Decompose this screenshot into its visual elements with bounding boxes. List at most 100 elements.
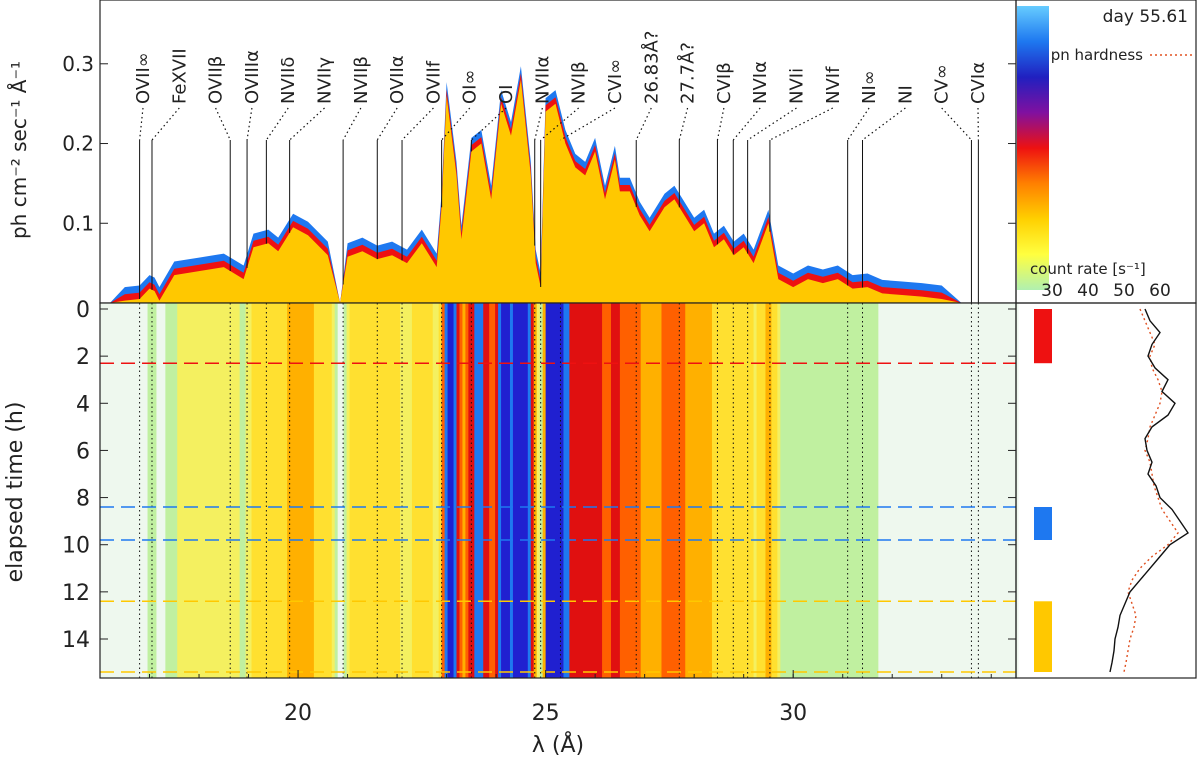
dynamic-column [159, 303, 163, 678]
dynamic-column [605, 303, 609, 678]
dynamic-column [123, 303, 128, 678]
colorbar-tick-label: 30 [1041, 281, 1063, 301]
spectrum-panel: OVII∞ FeXVII OVIIβ OVIIIα NVIIδ NVIIγ NVIIβ OVI… [7, 0, 1017, 304]
dynamic-column [881, 303, 885, 678]
dynamic-column [890, 303, 894, 678]
dynamic-column [281, 303, 285, 678]
line-label: NVIIδ [278, 57, 299, 104]
dynamic-column [872, 303, 876, 678]
dynamic-column [254, 303, 259, 678]
line-leader [342, 107, 362, 141]
dynamic-column [750, 303, 755, 678]
dynamic-column [836, 303, 841, 678]
dynamic-column [602, 303, 606, 678]
x-tick-label: 25 [532, 701, 560, 726]
dynamic-column [649, 303, 654, 678]
time-tick-label: 4 [76, 392, 90, 417]
line-leader [716, 107, 725, 141]
dynamic-column [483, 303, 487, 678]
x-tick-label: 30 [779, 701, 807, 726]
dynamic-column [492, 303, 496, 678]
dynamic-column [771, 303, 775, 678]
line-label: NVIIγ [315, 57, 336, 104]
dynamic-column [105, 303, 110, 678]
dynamic-column [682, 303, 686, 678]
dynamic-column [988, 303, 992, 678]
dynamic-column [471, 303, 475, 678]
dynamic-column [432, 303, 437, 678]
dynamic-column [245, 303, 250, 678]
colorbar-tick-label: 40 [1077, 281, 1099, 301]
dynamic-column [958, 303, 963, 678]
dynamic-column [551, 303, 556, 678]
line-label: NVIf [823, 66, 844, 104]
dynamic-column [468, 303, 472, 678]
dynamic-column [804, 303, 808, 678]
dynamic-column [156, 303, 161, 678]
dynamic-column [498, 303, 502, 678]
dynamic-column [316, 303, 321, 678]
dynamic-column [287, 303, 291, 678]
dynamic-column [450, 303, 455, 678]
dynamic-column [545, 303, 550, 678]
dynamic-column [337, 303, 342, 678]
dynamic-column [706, 303, 710, 678]
dynamic-column [114, 303, 119, 678]
dynamic-column [477, 303, 481, 678]
dynamic-column [694, 303, 698, 678]
dynamic-column [150, 303, 155, 678]
line-leader [862, 107, 906, 141]
dynamic-column [902, 303, 906, 678]
dynamic-column [720, 303, 725, 678]
dynamic-column [1006, 303, 1010, 678]
lightcurve-frame [1015, 302, 1197, 679]
dynamic-column [824, 303, 829, 678]
dynamic-column [349, 303, 354, 678]
dynamic-column [212, 303, 217, 678]
dynamic-column [129, 303, 134, 678]
dynamic-column [905, 303, 909, 678]
dynamic-column [548, 303, 553, 678]
dynamic-column [866, 303, 871, 678]
dynamic-column [937, 303, 942, 678]
dynamic-column [747, 303, 752, 678]
line-leader [747, 107, 797, 141]
dynamic-column [239, 303, 244, 678]
colorbar-gradient [1017, 6, 1049, 290]
dynamic-column [459, 303, 464, 678]
dynamic-column [343, 303, 348, 678]
dynamic-column [426, 303, 431, 678]
dynamic-column [515, 303, 520, 678]
dynamic-column [135, 303, 140, 678]
dynamic-column [670, 303, 674, 678]
dynamic-column [307, 303, 312, 678]
dynamic-column [304, 303, 309, 678]
dynamic-column [209, 303, 214, 678]
dynamic-column [310, 303, 315, 678]
dynamic-column [236, 303, 241, 678]
dynamic-column [171, 303, 175, 678]
interval-boundaries [100, 362, 1016, 673]
dynamic-column [278, 303, 282, 678]
hardness-legend-label: pn hardness [1051, 46, 1143, 64]
dynamic-column [578, 303, 582, 678]
dynamic-column [854, 303, 859, 678]
dynamic-column [795, 303, 799, 678]
dynamic-column [539, 303, 544, 678]
dynamic-column [504, 303, 508, 678]
x-tick-label: 20 [284, 701, 312, 726]
dynamic-column [405, 303, 410, 678]
line-leader [732, 107, 761, 141]
dynamic-column [388, 303, 392, 678]
line-leader [246, 107, 253, 141]
dynamic-column [985, 303, 989, 678]
line-label: OVII∞ [133, 52, 154, 104]
time-tick-label: 0 [76, 298, 90, 323]
dynamic-column [563, 303, 568, 678]
line-label: NVIβ [569, 61, 590, 104]
dynamic-column [165, 303, 169, 678]
dynamic-column [738, 303, 743, 678]
dynamic-column [735, 303, 740, 678]
line-leader [540, 107, 580, 141]
dynamic-column [946, 303, 951, 678]
